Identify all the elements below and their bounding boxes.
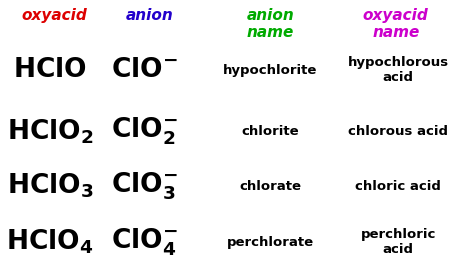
Text: $\mathbf{ClO_{4}^{-}}$: $\mathbf{ClO_{4}^{-}}$ bbox=[111, 226, 178, 258]
Text: $\mathbf{HClO_{4}}$: $\mathbf{HClO_{4}}$ bbox=[6, 228, 93, 256]
Text: $\mathbf{ClO_{3}^{-}}$: $\mathbf{ClO_{3}^{-}}$ bbox=[111, 171, 178, 202]
Text: $\mathbf{ClO_{2}^{-}}$: $\mathbf{ClO_{2}^{-}}$ bbox=[111, 116, 178, 147]
Text: perchlorate: perchlorate bbox=[227, 236, 314, 248]
Text: $\mathbf{HClO_{2}}$: $\mathbf{HClO_{2}}$ bbox=[7, 117, 93, 146]
Text: $\mathbf{HClO_{3}}$: $\mathbf{HClO_{3}}$ bbox=[7, 172, 93, 201]
Text: chlorite: chlorite bbox=[241, 125, 299, 138]
Text: chloric acid: chloric acid bbox=[355, 180, 441, 193]
Text: $\mathbf{ClO^{-}}$: $\mathbf{ClO^{-}}$ bbox=[111, 57, 178, 84]
Text: oxyacid: oxyacid bbox=[22, 8, 87, 23]
Text: perchloric
acid: perchloric acid bbox=[360, 228, 436, 256]
Text: hypochlorite: hypochlorite bbox=[223, 64, 318, 77]
Text: chlorous acid: chlorous acid bbox=[348, 125, 448, 138]
Text: hypochlorous
acid: hypochlorous acid bbox=[347, 56, 449, 85]
Text: anion
name: anion name bbox=[246, 8, 294, 40]
Text: $\mathbf{HClO}$: $\mathbf{HClO}$ bbox=[13, 57, 87, 84]
Text: anion: anion bbox=[126, 8, 173, 23]
Text: oxyacid
name: oxyacid name bbox=[363, 8, 428, 40]
Text: chlorate: chlorate bbox=[239, 180, 301, 193]
